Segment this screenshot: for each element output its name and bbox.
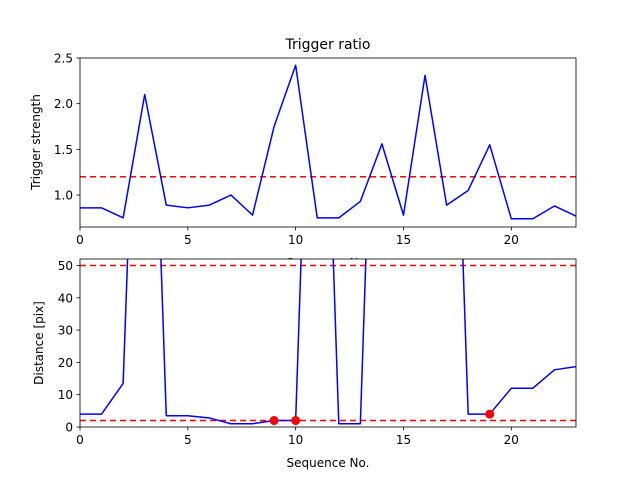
y-tick-label: 20 [58, 356, 73, 370]
y-tick-label: 1.5 [54, 143, 73, 157]
x-tick-label: 5 [184, 233, 192, 247]
y-tick-label: 50 [58, 259, 73, 273]
plot-frame [79, 57, 577, 228]
y-tick-label: 2.5 [54, 52, 73, 66]
chart-title: Trigger ratio [284, 37, 370, 53]
y-tick-label: 30 [58, 324, 73, 338]
x-tick-label: 20 [504, 433, 519, 447]
y-axis-label: Trigger strength [29, 94, 43, 191]
x-tick-label: 20 [504, 233, 519, 247]
y-tick-label: 0 [65, 421, 73, 435]
x-tick-label: 10 [288, 433, 303, 447]
x-axis-label: Sequence No. [287, 456, 370, 470]
distance-chart: Distance [pix] Sequence No. 0 5 10 15 20 0 10… [32, 258, 577, 470]
y-tick-label: 10 [58, 388, 73, 402]
plot-frame [79, 258, 577, 428]
y-tick-label: 40 [58, 291, 73, 305]
y-tick-label: 1.0 [54, 189, 73, 203]
x-tick-label: 15 [396, 233, 411, 247]
x-tick-label: 0 [76, 233, 84, 247]
x-tick-label: 10 [288, 233, 303, 247]
x-tick-label: 0 [76, 433, 84, 447]
series-line [80, 64, 576, 220]
x-tick-label: 5 [184, 433, 192, 447]
y-axis-label: Distance [pix] [32, 301, 46, 385]
plot-background [80, 259, 576, 427]
data-point-marker [269, 416, 279, 426]
data-point-marker [291, 416, 301, 426]
trigger-ratio-chart: Trigger ratio Trigger strength Sequence … [29, 37, 577, 270]
data-point-marker [485, 409, 495, 419]
series-line [80, 259, 576, 425]
y-tick-label: 2.0 [54, 97, 73, 111]
x-tick-label: 15 [396, 433, 411, 447]
